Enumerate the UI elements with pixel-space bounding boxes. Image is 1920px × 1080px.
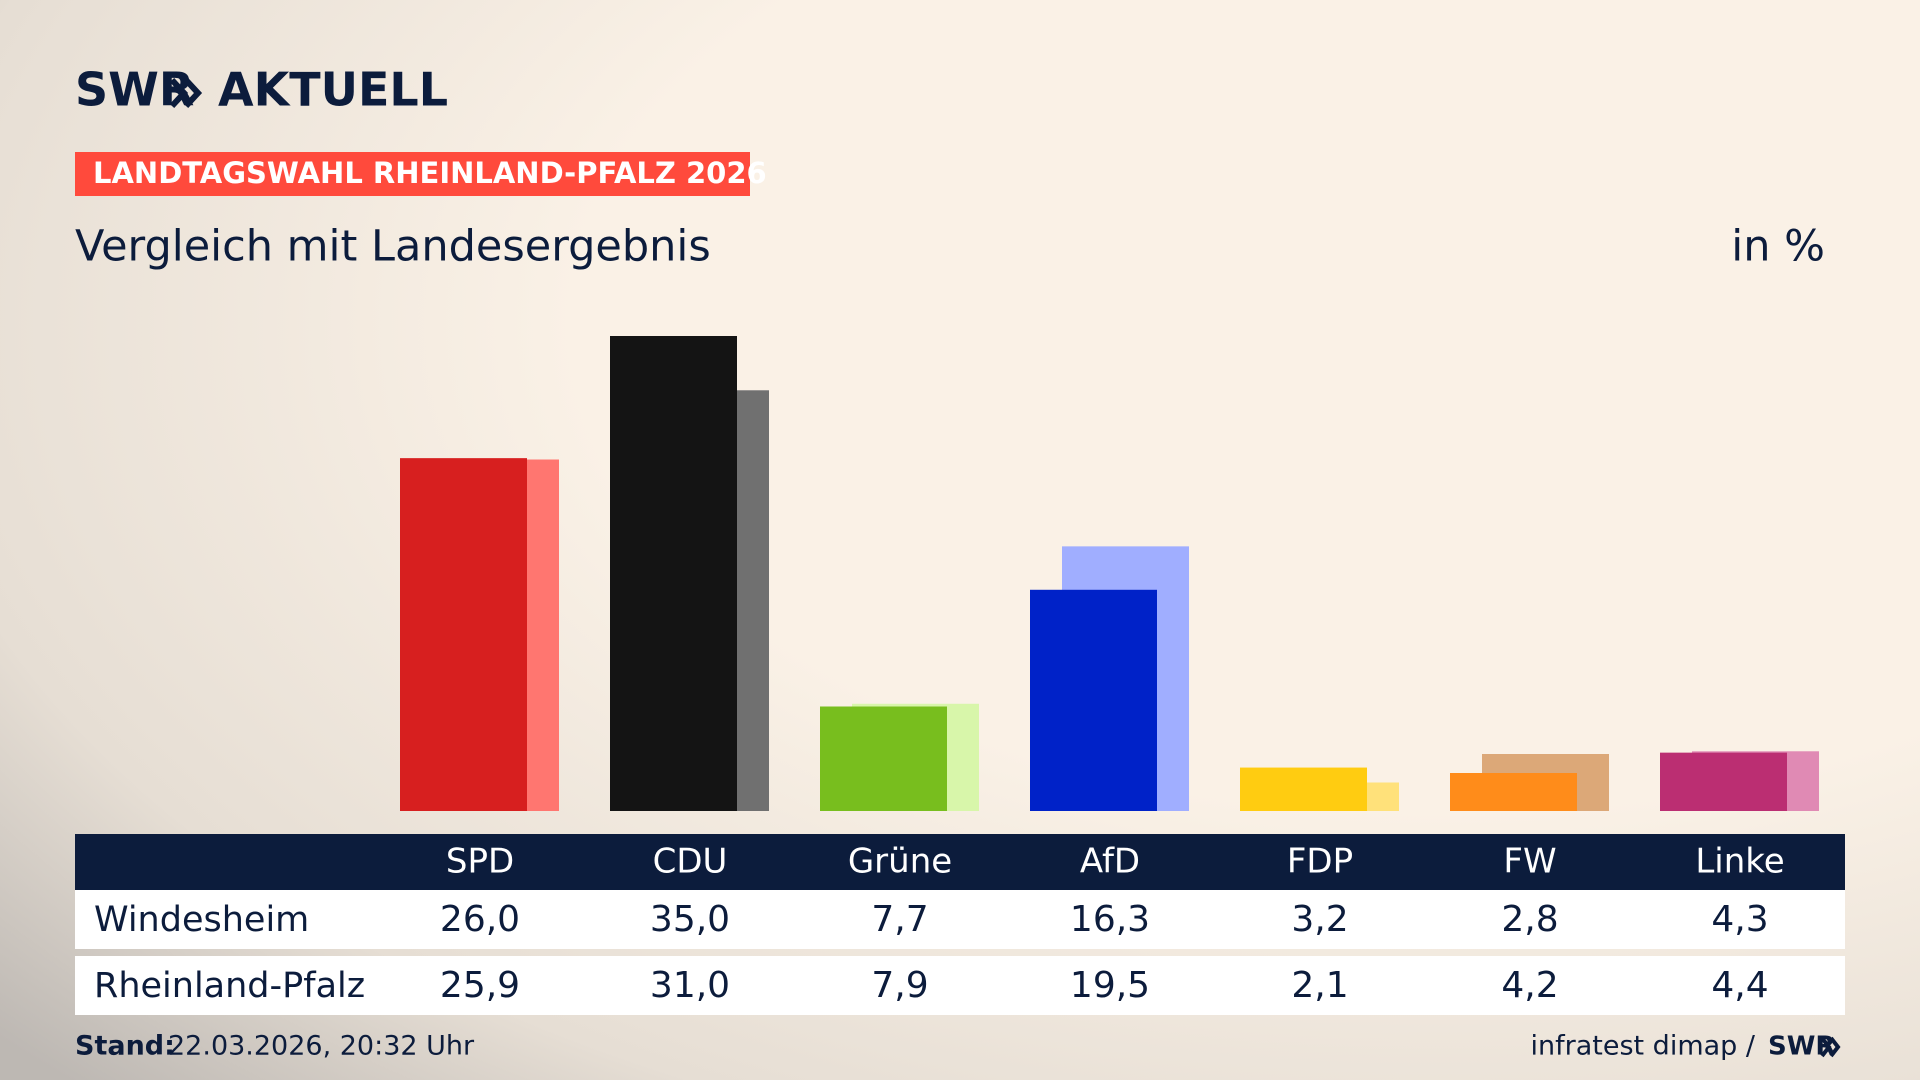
- source-chevrons: [1820, 1036, 1841, 1058]
- table-header: [75, 834, 1845, 890]
- stand-label: Stand:: [75, 1031, 175, 1062]
- table-row: [75, 890, 1845, 949]
- column-header: AfD: [1080, 842, 1140, 882]
- bar: [1240, 767, 1367, 811]
- unit-label: in %: [1731, 222, 1825, 272]
- table-cell: 2,1: [1291, 965, 1348, 1006]
- bar: [1030, 589, 1157, 811]
- source-logo: SWR: [1768, 1032, 1835, 1062]
- chart-title: Vergleich mit Landesergebnis: [75, 222, 711, 272]
- source: infratest dimap /: [1530, 1031, 1755, 1062]
- table-cell: 31,0: [650, 965, 730, 1006]
- table-cell: 25,9: [440, 965, 520, 1006]
- table-cell: 4,2: [1501, 965, 1558, 1006]
- logo: SWR: [75, 63, 194, 117]
- table-cell: 19,5: [1070, 965, 1150, 1006]
- column-header: FW: [1503, 842, 1556, 882]
- table-cell: 7,9: [871, 965, 928, 1006]
- table-row: [75, 956, 1845, 1015]
- table-cell: 26,0: [440, 899, 520, 940]
- column-header: CDU: [653, 842, 728, 882]
- table-cell: 16,3: [1070, 899, 1150, 940]
- column-header: SPD: [446, 842, 514, 882]
- bar: [1450, 773, 1577, 811]
- bar: [400, 458, 527, 811]
- column-header: Grüne: [848, 842, 952, 882]
- logo-chevrons: [169, 77, 203, 109]
- table-cell: 4,4: [1711, 965, 1768, 1006]
- banner-bg: [75, 152, 750, 196]
- logo-suffix: AKTUELL: [218, 63, 448, 117]
- table-cell: 4,3: [1711, 899, 1768, 940]
- column-header: Linke: [1695, 842, 1784, 882]
- bar: [610, 336, 737, 811]
- row-label: Rheinland-Pfalz: [94, 966, 365, 1006]
- table-cell: 35,0: [650, 899, 730, 940]
- stand: 22.03.2026, 20:32 Uhr: [168, 1031, 475, 1062]
- bar: [820, 706, 947, 811]
- table-cell: 7,7: [871, 899, 928, 940]
- banner: LANDTAGSWAHL RHEINLAND-PFALZ 2026: [93, 156, 767, 190]
- column-header: FDP: [1287, 842, 1353, 882]
- table-cell: 3,2: [1291, 899, 1348, 940]
- row-label: Windesheim: [94, 900, 309, 940]
- bar: [1660, 752, 1787, 811]
- table-cell: 2,8: [1501, 899, 1558, 940]
